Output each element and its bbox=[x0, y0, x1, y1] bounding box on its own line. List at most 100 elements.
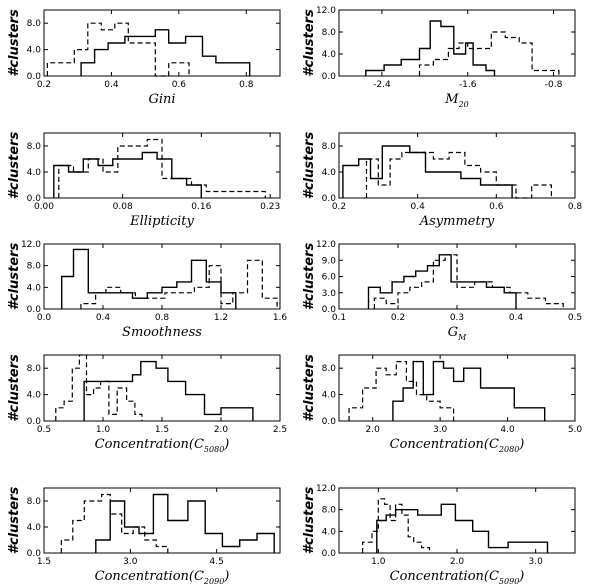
x-tick-label: -2.4 bbox=[373, 80, 391, 90]
axes-frame bbox=[43, 9, 281, 77]
axes-frame bbox=[43, 487, 281, 554]
solid-series-line bbox=[367, 254, 517, 309]
histogram-panel-5: 0.0 0.4 0.8 1.2 1.6 12.0 8.0 4.0 0.0 #clusters Smo… bbox=[7, 240, 287, 340]
x-tick-label: 0.6 bbox=[172, 80, 187, 90]
x-tick-label: 0.0 bbox=[37, 313, 52, 323]
y-tick-label: 4.0 bbox=[27, 168, 42, 178]
x-axis-label: Concentration(C5090) bbox=[390, 569, 525, 586]
y-tick-label: 6.0 bbox=[322, 273, 337, 283]
x-tick-label: 2.0 bbox=[366, 425, 381, 435]
x-tick-label: 1.6 bbox=[273, 313, 288, 323]
x-tick-label: 0.1 bbox=[332, 313, 346, 323]
solid-series-line bbox=[53, 151, 202, 198]
x-tick-label: -0.8 bbox=[545, 80, 563, 90]
y-tick-label: 8.0 bbox=[27, 497, 42, 507]
y-tick-label: 8.0 bbox=[27, 262, 42, 272]
x-tick-label: 2.0 bbox=[214, 425, 229, 435]
y-axis-label: #clusters bbox=[7, 9, 22, 77]
histogram-panel-7: 0.5 1.0 1.5 2.0 2.5 8.0 4.0 0.0 #clusters Concent… bbox=[7, 354, 287, 454]
y-tick-label: 4.0 bbox=[27, 391, 42, 401]
y-tick-label: 0.0 bbox=[27, 72, 42, 82]
x-tick-label: 0.2 bbox=[332, 202, 346, 212]
axes-frame bbox=[43, 132, 281, 199]
axes-frame bbox=[43, 243, 281, 310]
x-tick-label: 1.0 bbox=[371, 557, 386, 567]
x-tick-label: 0.5 bbox=[568, 313, 582, 323]
x-tick-label: 0.2 bbox=[391, 313, 405, 323]
x-axis-label: Smoothness bbox=[122, 325, 202, 340]
y-tick-label: 8.0 bbox=[322, 364, 337, 374]
y-axis-label: #clusters bbox=[302, 487, 317, 555]
y-tick-label: 12.0 bbox=[316, 240, 336, 250]
y-tick-label: 4.0 bbox=[322, 50, 337, 60]
axes-frame bbox=[43, 354, 281, 422]
y-axis-label: #clusters bbox=[302, 354, 317, 422]
y-tick-label: 8.0 bbox=[27, 19, 42, 29]
x-tick-label: 3.0 bbox=[433, 425, 448, 435]
y-tick-label: 4.0 bbox=[322, 391, 337, 401]
x-tick-label: 4.5 bbox=[210, 557, 224, 567]
solid-series-line bbox=[376, 503, 549, 553]
dashed-series-line bbox=[362, 498, 431, 553]
dashed-series-line bbox=[348, 361, 455, 421]
y-tick-label: 12.0 bbox=[21, 240, 41, 250]
axes-frame bbox=[338, 9, 576, 77]
x-tick-label: 3.0 bbox=[529, 557, 544, 567]
histogram-panel-8: 2.0 3.0 4.0 5.0 8.0 4.0 0.0 #clusters Concentrat… bbox=[302, 354, 582, 454]
y-tick-label: 8.0 bbox=[322, 142, 337, 152]
x-tick-label: 0.4 bbox=[411, 202, 426, 212]
x-axis-label: Ellipticity bbox=[129, 214, 194, 229]
y-tick-label: 8.0 bbox=[322, 506, 337, 516]
x-tick-label: 0.4 bbox=[96, 313, 111, 323]
x-tick-label: 0.00 bbox=[34, 202, 54, 212]
x-axis-label: M20 bbox=[444, 92, 469, 109]
x-tick-label: 2.0 bbox=[450, 557, 465, 567]
x-tick-label: 0.3 bbox=[450, 313, 464, 323]
y-tick-label: 0.0 bbox=[322, 305, 337, 315]
axes-frame bbox=[338, 354, 576, 422]
dashed-series-line bbox=[60, 493, 169, 553]
y-tick-label: 8.0 bbox=[27, 142, 42, 152]
dashed-series-line bbox=[55, 354, 143, 421]
x-tick-label: 0.23 bbox=[260, 202, 280, 212]
x-tick-label: 1.0 bbox=[96, 425, 111, 435]
y-tick-label: 0.0 bbox=[322, 72, 337, 82]
y-tick-label: 4.0 bbox=[27, 523, 42, 533]
x-tick-label: 5.0 bbox=[568, 425, 583, 435]
x-tick-label: 4.0 bbox=[500, 425, 515, 435]
x-axis-label: Concentration(C5080) bbox=[95, 437, 230, 454]
y-axis-label: #clusters bbox=[7, 354, 22, 422]
histogram-panel-10: 1.0 2.0 3.0 12.0 8.0 4.0 0.0 #clusters Concentra… bbox=[302, 484, 576, 586]
x-tick-label: 0.8 bbox=[155, 313, 170, 323]
x-tick-label: 0.8 bbox=[239, 80, 254, 90]
x-tick-label: 1.5 bbox=[155, 425, 169, 435]
y-tick-label: 0.0 bbox=[27, 305, 42, 315]
x-axis-label: GM bbox=[448, 325, 467, 342]
x-tick-label: 0.2 bbox=[37, 80, 51, 90]
y-axis-label: #clusters bbox=[7, 487, 22, 555]
solid-series-line bbox=[365, 20, 496, 76]
histogram-panel-6: 0.1 0.2 0.3 0.4 0.5 12.0 9.0 6.0 3.0 0.0 #clusters… bbox=[302, 240, 582, 342]
y-axis-label: #clusters bbox=[7, 132, 22, 200]
y-tick-label: 4.0 bbox=[27, 283, 42, 293]
y-axis-label: #clusters bbox=[302, 243, 317, 311]
y-tick-label: 9.0 bbox=[322, 256, 337, 266]
y-tick-label: 0.0 bbox=[27, 417, 42, 427]
x-tick-label: 0.4 bbox=[509, 313, 524, 323]
y-tick-label: 4.0 bbox=[322, 168, 337, 178]
x-tick-label: 1.2 bbox=[214, 313, 228, 323]
solid-series-line bbox=[83, 360, 254, 421]
histogram-panel-1: 0.2 0.4 0.6 0.8 8.0 4.0 0.0 #clusters Gini bbox=[7, 9, 281, 107]
x-tick-label: 3.0 bbox=[123, 557, 138, 567]
dashed-series-line bbox=[80, 259, 278, 309]
x-tick-label: 0.08 bbox=[113, 202, 133, 212]
y-tick-label: 8.0 bbox=[322, 28, 337, 38]
dashed-series-line bbox=[58, 138, 266, 198]
dashed-series-line bbox=[418, 31, 560, 76]
x-axis-label: Asymmetry bbox=[419, 214, 495, 229]
histogram-panel-4: 0.2 0.4 0.6 0.8 8.0 4.0 0.0 #clusters Asymmetry bbox=[302, 132, 582, 229]
axes-frame bbox=[338, 132, 576, 199]
y-tick-label: 3.0 bbox=[322, 289, 337, 299]
y-axis-label: #clusters bbox=[7, 243, 22, 311]
x-tick-label: 0.8 bbox=[568, 202, 583, 212]
